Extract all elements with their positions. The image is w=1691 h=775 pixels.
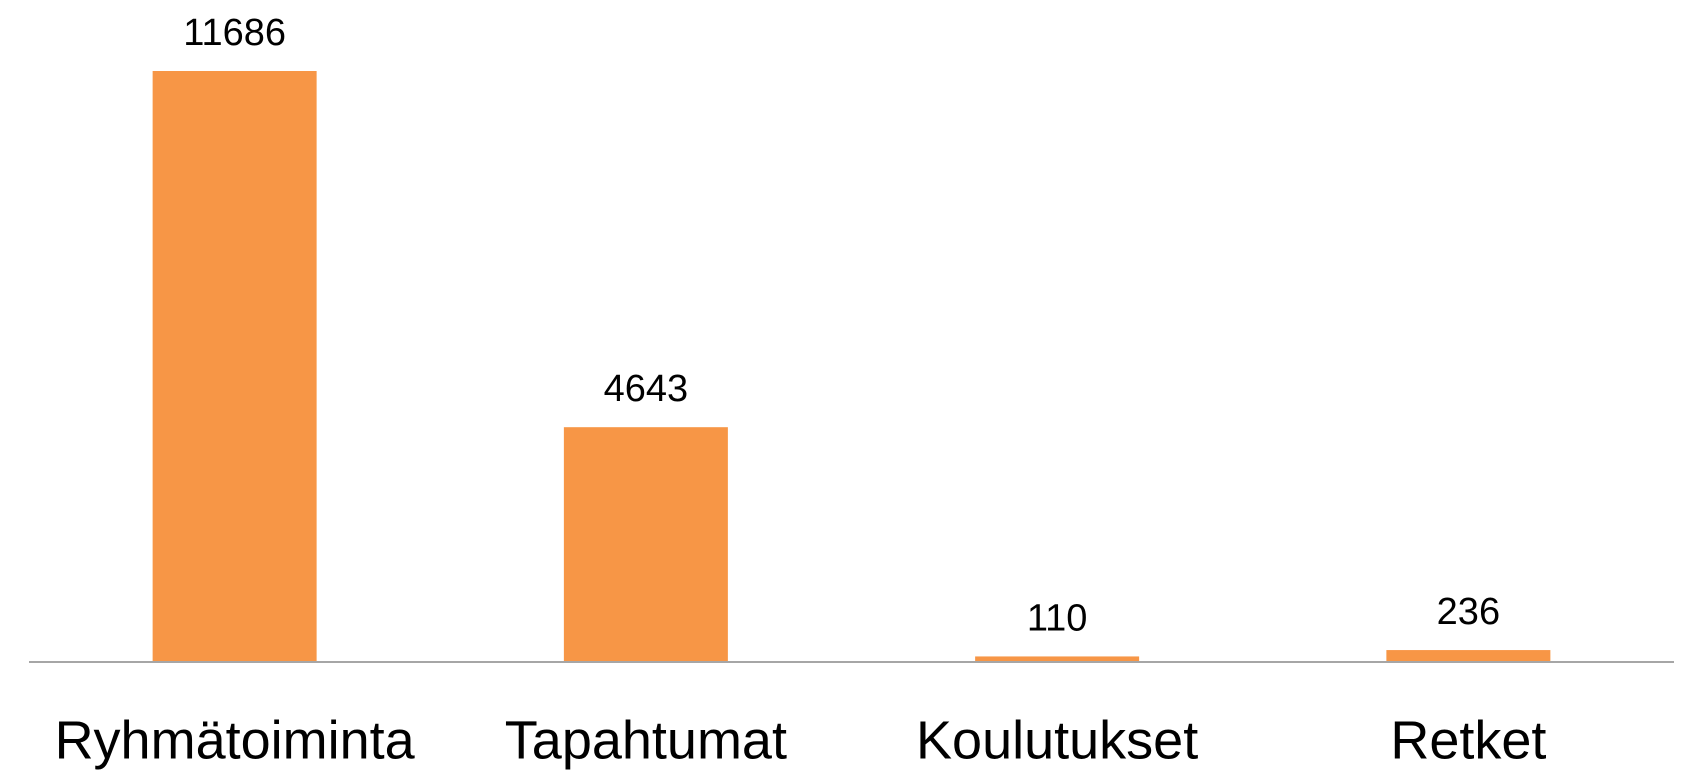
x-tick-label: Koulutukset [916, 710, 1198, 770]
data-label: 4643 [604, 368, 689, 410]
bar [563, 427, 728, 662]
data-label: 11686 [183, 12, 286, 54]
x-tick-label: Retket [1390, 710, 1546, 770]
x-tick-label: Tapahtumat [505, 710, 787, 770]
bar [975, 656, 1140, 662]
data-label: 110 [1027, 597, 1088, 639]
bar [1386, 650, 1551, 662]
bar [152, 71, 317, 662]
x-tick-label: Ryhmätoiminta [55, 710, 416, 770]
data-label: 236 [1437, 591, 1500, 633]
